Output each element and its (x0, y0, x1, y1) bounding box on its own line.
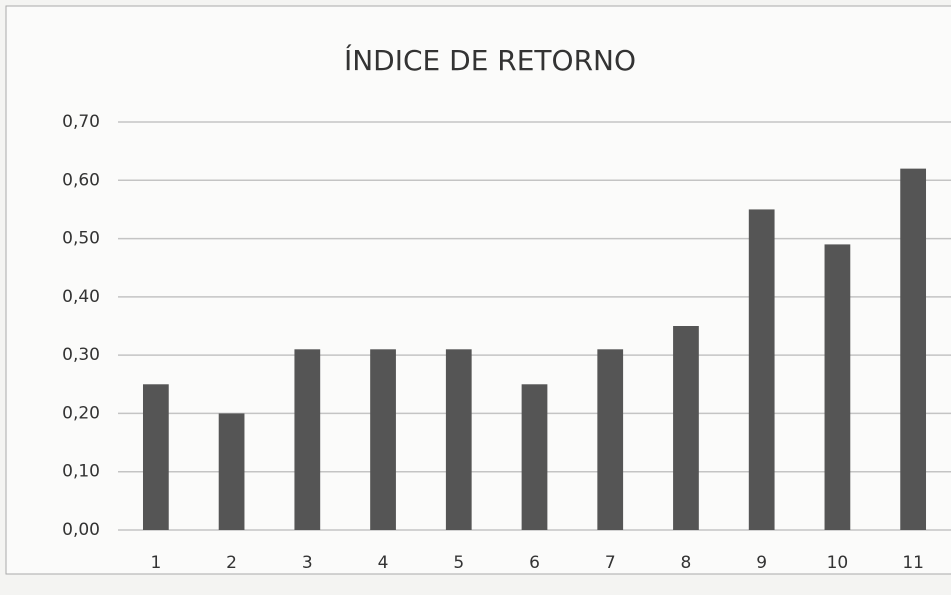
x-tick-label: 11 (902, 553, 924, 573)
y-tick-label: 0,60 (62, 170, 100, 190)
x-tick-label: 5 (453, 553, 464, 573)
bar (521, 384, 548, 530)
bar (900, 168, 927, 530)
bar (445, 349, 472, 530)
x-tick-label: 10 (827, 553, 849, 573)
bar (748, 209, 775, 530)
y-tick-label: 0,50 (62, 229, 100, 249)
y-tick-label: 0,70 (62, 112, 100, 132)
bar (294, 349, 321, 530)
bar (370, 349, 396, 530)
bar (142, 384, 169, 530)
bar (824, 244, 851, 530)
x-tick-label: 3 (302, 553, 313, 573)
x-tick-label: 7 (605, 553, 616, 573)
x-tick-label: 1 (150, 553, 161, 573)
chart-title: ÍNDICE DE RETORNO (344, 43, 636, 77)
bar (673, 326, 699, 530)
x-tick-label: 6 (529, 553, 540, 573)
y-tick-label: 0,30 (62, 345, 100, 365)
y-tick-label: 0,10 (62, 462, 100, 482)
x-tick-label: 9 (756, 553, 767, 573)
bar (218, 413, 245, 530)
y-tick-label: 0,00 (62, 520, 100, 540)
x-tick-label: 8 (681, 553, 692, 573)
x-tick-label: 4 (378, 553, 389, 573)
bar (597, 349, 624, 530)
y-tick-label: 0,20 (62, 403, 100, 423)
y-tick-label: 0,40 (62, 287, 100, 307)
x-tick-label: 2 (226, 553, 237, 573)
